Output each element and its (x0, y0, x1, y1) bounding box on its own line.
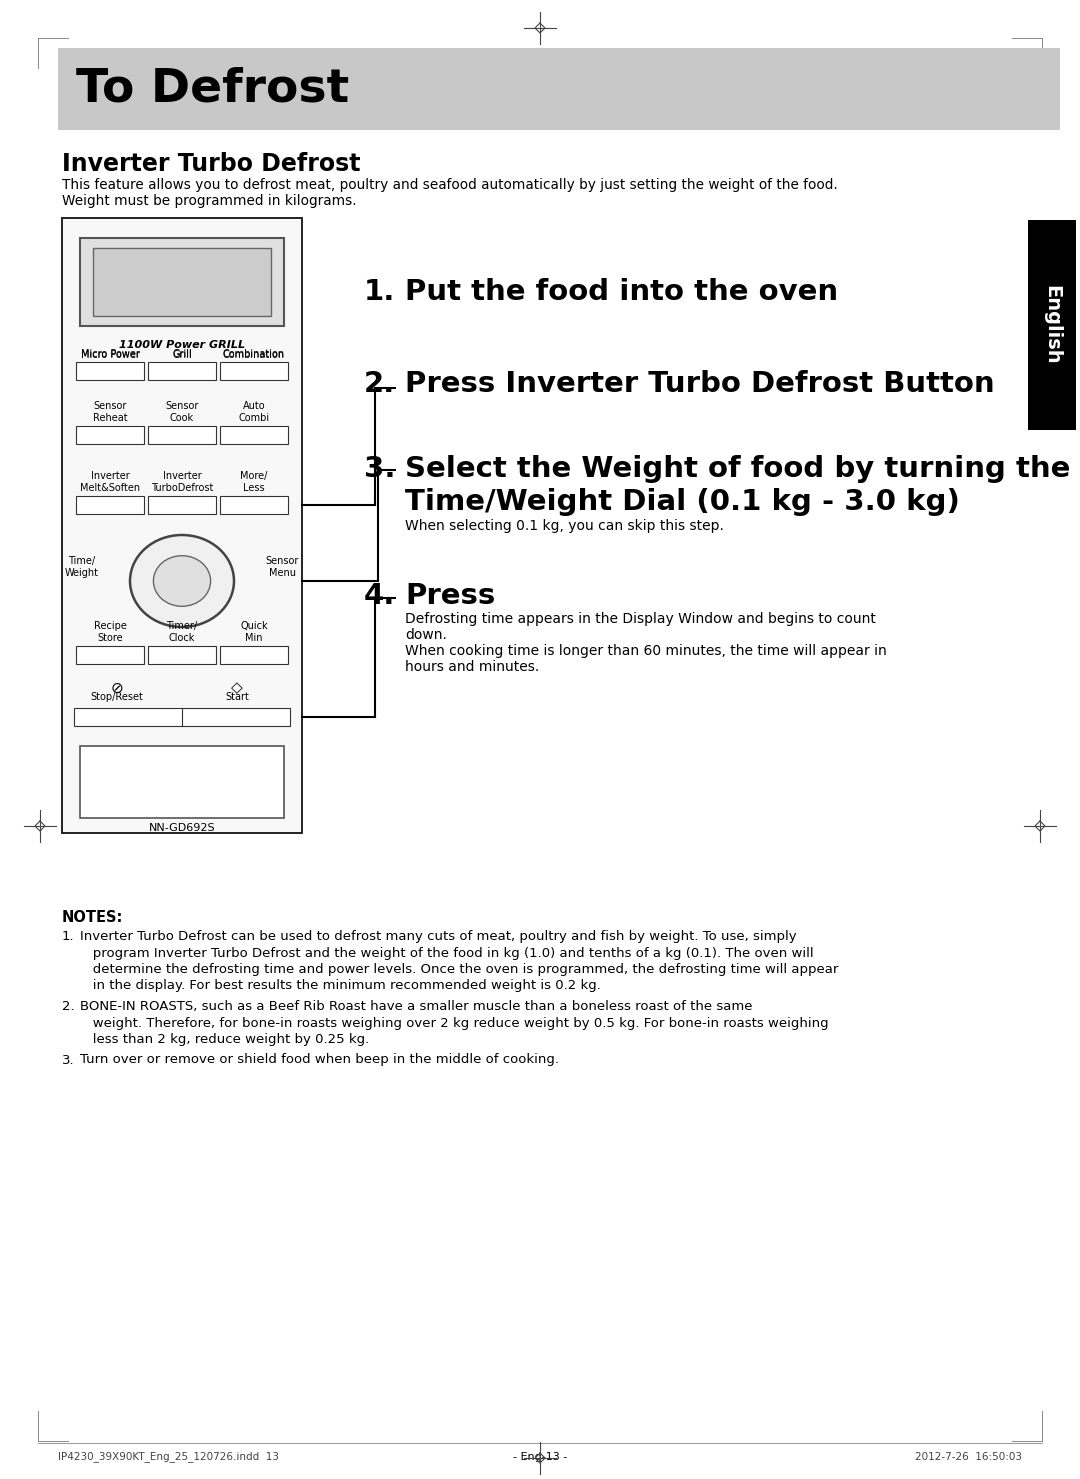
Bar (80, 745, 284, 818)
Text: This feature allows you to defrost meat, poultry and seafood automatically by ju: This feature allows you to defrost meat,… (62, 177, 838, 192)
Bar (80, 238, 284, 325)
Text: Grill: Grill (172, 349, 192, 359)
Bar (148, 646, 216, 664)
Ellipse shape (130, 535, 234, 627)
Text: Inverter Turbo Defrost: Inverter Turbo Defrost (62, 152, 361, 176)
Bar (93, 248, 271, 317)
Text: hours and minutes.: hours and minutes. (405, 660, 539, 674)
Text: determine the defrosting time and power levels. Once the oven is programmed, the: determine the defrosting time and power … (80, 963, 838, 976)
Text: 3.: 3. (62, 1053, 75, 1066)
Text: Sensor
Reheat: Sensor Reheat (93, 401, 127, 423)
Text: BONE-IN ROASTS, such as a Beef Rib Roast have a smaller muscle than a boneless r: BONE-IN ROASTS, such as a Beef Rib Roast… (80, 1000, 753, 1013)
Bar (75, 708, 291, 726)
Text: NOTES:: NOTES: (62, 910, 123, 924)
Bar (148, 362, 216, 380)
Text: Defrosting time appears in the Display Window and begins to count: Defrosting time appears in the Display W… (405, 612, 876, 626)
Text: 2.: 2. (364, 370, 395, 398)
Text: Press: Press (405, 583, 496, 609)
Text: in the display. For best results the minimum recommended weight is 0.2 kg.: in the display. For best results the min… (80, 979, 600, 992)
Text: Time/
Weight: Time/ Weight (65, 556, 99, 578)
Text: weight. Therefore, for bone-in roasts weighing over 2 kg reduce weight by 0.5 kg: weight. Therefore, for bone-in roasts we… (80, 1016, 828, 1029)
Text: English: English (1042, 285, 1062, 365)
Text: To Defrost: To Defrost (76, 67, 349, 111)
Text: program Inverter Turbo Defrost and the weight of the food in kg (1.0) and tenths: program Inverter Turbo Defrost and the w… (80, 947, 813, 960)
Text: 1.: 1. (364, 278, 395, 306)
Text: Select the Weight of food by turning the
Time/Weight Dial (0.1 kg - 3.0 kg): Select the Weight of food by turning the… (405, 456, 1070, 516)
Text: 2.: 2. (62, 1000, 75, 1013)
Text: 2012-7-26  16:50:03: 2012-7-26 16:50:03 (915, 1452, 1022, 1463)
Text: Recipe
Store: Recipe Store (94, 621, 126, 643)
Text: Start: Start (225, 692, 248, 703)
Text: 3.: 3. (364, 456, 395, 484)
Text: Sensor
Cook: Sensor Cook (165, 401, 199, 423)
Bar (220, 646, 288, 664)
Bar (1028, 220, 1076, 430)
Text: Stop/Reset: Stop/Reset (91, 692, 144, 703)
Text: 1.: 1. (62, 930, 75, 944)
Text: Timer/
Clock: Timer/ Clock (166, 621, 198, 643)
Text: ⊘: ⊘ (110, 680, 123, 695)
Text: Inverter Turbo Defrost can be used to defrost many cuts of meat, poultry and fis: Inverter Turbo Defrost can be used to de… (80, 930, 797, 944)
Text: Grill: Grill (172, 351, 192, 359)
Text: NN-GD692S: NN-GD692S (149, 822, 215, 833)
Text: Turn over or remove or shield food when beep in the middle of cooking.: Turn over or remove or shield food when … (80, 1053, 559, 1066)
Bar (62, 217, 302, 833)
Text: When cooking time is longer than 60 minutes, the time will appear in: When cooking time is longer than 60 minu… (405, 643, 887, 658)
Text: Combination: Combination (222, 351, 285, 359)
Text: Inverter
Melt&Soften: Inverter Melt&Soften (80, 472, 140, 493)
Text: IP4230_39X90KT_Eng_25_120726.indd  13: IP4230_39X90KT_Eng_25_120726.indd 13 (58, 1451, 279, 1463)
Text: More/
Less: More/ Less (241, 472, 268, 493)
Ellipse shape (153, 556, 211, 606)
Text: Sensor
Menu: Sensor Menu (266, 556, 299, 578)
Text: - Eng-13 -: - Eng-13 - (513, 1452, 567, 1463)
Bar (220, 426, 288, 444)
Bar (76, 646, 144, 664)
Bar (76, 495, 144, 515)
Text: Put the food into the oven: Put the food into the oven (405, 278, 838, 306)
Text: Weight must be programmed in kilograms.: Weight must be programmed in kilograms. (62, 194, 356, 209)
Bar (148, 426, 216, 444)
Text: down.: down. (405, 629, 447, 642)
Text: Quick
Min: Quick Min (240, 621, 268, 643)
Bar (58, 47, 1059, 130)
Text: Combination: Combination (222, 349, 285, 359)
Text: When selecting 0.1 kg, you can skip this step.: When selecting 0.1 kg, you can skip this… (405, 519, 724, 532)
Text: Press Inverter Turbo Defrost Button: Press Inverter Turbo Defrost Button (405, 370, 995, 398)
Bar (76, 426, 144, 444)
Bar (148, 495, 216, 515)
Text: ◇: ◇ (231, 680, 243, 695)
Text: Micro Power: Micro Power (81, 349, 139, 359)
Bar (76, 362, 144, 380)
Text: less than 2 kg, reduce weight by 0.25 kg.: less than 2 kg, reduce weight by 0.25 kg… (80, 1032, 369, 1046)
Text: Auto
Combi: Auto Combi (239, 401, 270, 423)
Text: Inverter
TurboDefrost: Inverter TurboDefrost (151, 472, 213, 493)
Text: Micro Power: Micro Power (81, 351, 139, 359)
Text: 4.: 4. (364, 583, 395, 609)
Text: 1100W Power GRILL: 1100W Power GRILL (119, 340, 245, 351)
Bar (220, 362, 288, 380)
Bar (220, 495, 288, 515)
